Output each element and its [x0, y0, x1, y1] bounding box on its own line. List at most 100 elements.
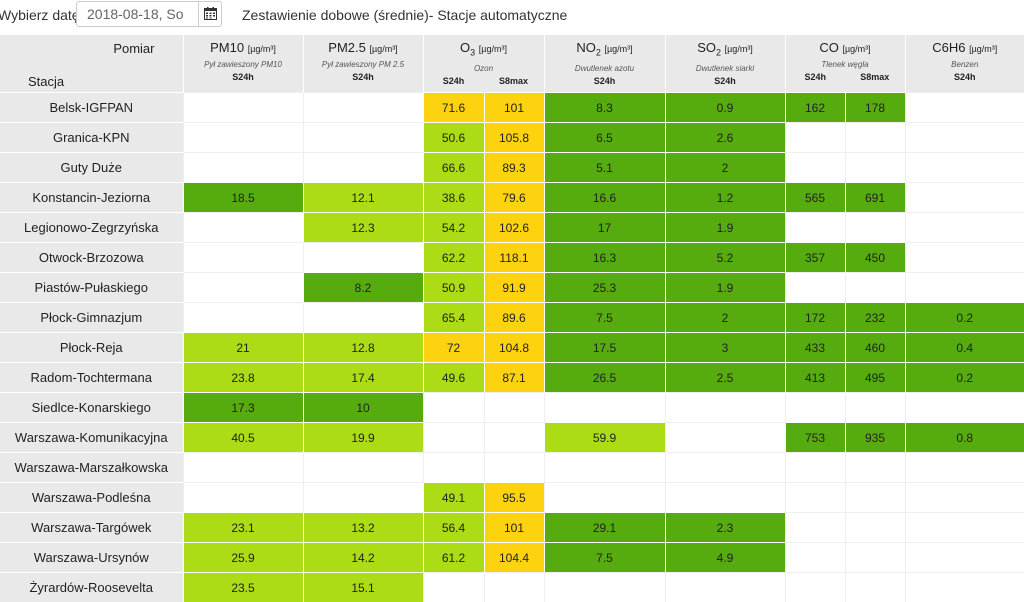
header-c6h6[interactable]: C6H6 [µg/m³] Benzen S24h [905, 35, 1024, 93]
pollutant-desc: Dwutlenek azotu [545, 64, 665, 73]
date-picker[interactable] [76, 1, 222, 27]
value-cell [303, 123, 423, 153]
header-so2[interactable]: SO2 [µg/m³] Dwutlenek siarki S24h [665, 35, 785, 93]
value-cell [423, 393, 484, 423]
value-cell: 1.9 [665, 213, 785, 243]
value-cell: 8.2 [303, 273, 423, 303]
station-name[interactable]: Płock-Reja [0, 333, 183, 363]
station-name[interactable]: Guty Duże [0, 153, 183, 183]
page-title: Zestawienie dobowe (średnie)- Stacje aut… [242, 7, 567, 23]
value-cell: 450 [845, 243, 905, 273]
col-s24h: S24h [666, 76, 785, 86]
station-name[interactable]: Żyrardów-Roosevelta [0, 573, 183, 602]
pollutant-name: NO [576, 40, 596, 55]
value-cell: 0.2 [905, 303, 1024, 333]
station-name[interactable]: Warszawa-Ursynów [0, 543, 183, 573]
station-name[interactable]: Warszawa-Komunikacyjna [0, 423, 183, 453]
toolbar: Wybierz datę: Zestawienie dobowe (średni… [0, 0, 1024, 34]
value-cell [183, 273, 303, 303]
pollutant-name: O [460, 40, 470, 55]
value-cell [785, 393, 845, 423]
date-label: Wybierz datę: [0, 7, 83, 23]
value-cell [423, 423, 484, 453]
calendar-button[interactable] [198, 2, 223, 26]
value-cell [785, 123, 845, 153]
header-co[interactable]: CO [µg/m³] Tlenek węgla S24h S8max [785, 35, 905, 93]
header-pm25[interactable]: PM2.5 [µg/m³] Pył zawieszony PM 2.5 S24h [303, 35, 423, 93]
value-cell: 433 [785, 333, 845, 363]
value-cell [845, 483, 905, 513]
value-cell: 91.9 [484, 273, 544, 303]
station-name[interactable]: Płock-Gimnazjum [0, 303, 183, 333]
station-name[interactable]: Radom-Tochtermana [0, 363, 183, 393]
station-name[interactable]: Otwock-Brzozowa [0, 243, 183, 273]
value-cell: 50.6 [423, 123, 484, 153]
station-name[interactable]: Warszawa-Podleśna [0, 483, 183, 513]
value-cell: 15.1 [303, 573, 423, 602]
value-cell: 17.3 [183, 393, 303, 423]
station-name[interactable]: Belsk-IGFPAN [0, 93, 183, 123]
station-name[interactable]: Piastów-Pułaskiego [0, 273, 183, 303]
header-pm10[interactable]: PM10 [µg/m³] Pył zawieszony PM10 S24h [183, 35, 303, 93]
value-cell: 95.5 [484, 483, 544, 513]
unit-label: [µg/m³] [604, 44, 632, 54]
value-cell [905, 243, 1024, 273]
station-name[interactable]: Granica-KPN [0, 123, 183, 153]
header-o3[interactable]: O3 [µg/m³] Ozon S24h S8max [423, 35, 544, 93]
unit-label: [µg/m³] [842, 44, 870, 54]
value-cell [785, 273, 845, 303]
col-s24h: S24h [786, 72, 846, 82]
value-cell [785, 213, 845, 243]
value-cell [905, 483, 1024, 513]
value-cell [303, 93, 423, 123]
station-name[interactable]: Siedlce-Konarskiego [0, 393, 183, 423]
value-cell [845, 393, 905, 423]
value-cell [183, 453, 303, 483]
value-cell: 14.2 [303, 543, 423, 573]
value-cell: 25.9 [183, 543, 303, 573]
station-name[interactable]: Konstancin-Jeziorna [0, 183, 183, 213]
value-cell: 105.8 [484, 123, 544, 153]
value-cell [183, 483, 303, 513]
value-cell: 65.4 [423, 303, 484, 333]
value-cell [665, 453, 785, 483]
value-cell: 17 [544, 213, 665, 243]
pollutant-name: PM2.5 [328, 40, 366, 55]
header-no2[interactable]: NO2 [µg/m³] Dwutlenek azotu S24h [544, 35, 665, 93]
value-cell [665, 573, 785, 602]
value-cell: 25.3 [544, 273, 665, 303]
value-cell [845, 453, 905, 483]
value-cell: 12.3 [303, 213, 423, 243]
value-cell: 54.2 [423, 213, 484, 243]
stacja-label: Stacja [28, 74, 64, 89]
value-cell: 59.9 [544, 423, 665, 453]
unit-label: [µg/m³] [969, 44, 997, 54]
value-cell [544, 453, 665, 483]
value-cell: 17.5 [544, 333, 665, 363]
value-cell [484, 393, 544, 423]
value-cell: 1.9 [665, 273, 785, 303]
value-cell: 8.3 [544, 93, 665, 123]
station-name[interactable]: Legionowo-Zegrzyńska [0, 213, 183, 243]
value-cell: 935 [845, 423, 905, 453]
value-cell [183, 93, 303, 123]
value-cell: 72 [423, 333, 484, 363]
value-cell: 89.3 [484, 153, 544, 183]
station-name[interactable]: Warszawa-Marszałkowska [0, 453, 183, 483]
station-name[interactable]: Warszawa-Targówek [0, 513, 183, 543]
value-cell: 12.8 [303, 333, 423, 363]
date-field[interactable] [87, 5, 191, 23]
value-cell: 7.5 [544, 543, 665, 573]
value-cell: 413 [785, 363, 845, 393]
value-cell [905, 513, 1024, 543]
pollutant-desc: Dwutlenek siarki [666, 64, 785, 73]
value-cell: 38.6 [423, 183, 484, 213]
